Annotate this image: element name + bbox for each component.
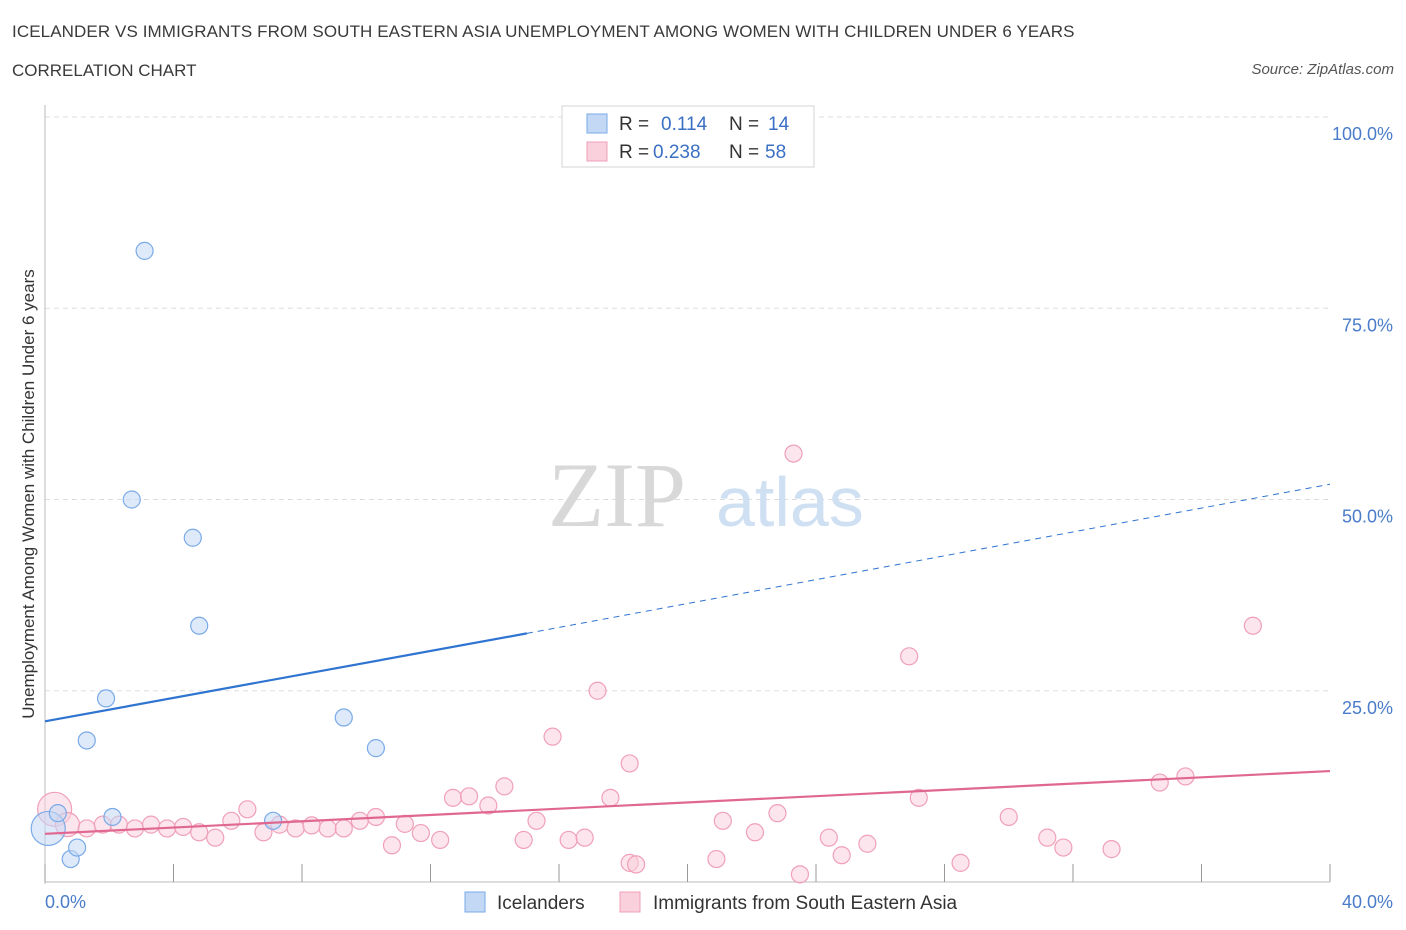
immigrant-point [543, 727, 562, 746]
watermark-atlas: atlas [716, 463, 864, 541]
trend-layer [44, 483, 1331, 835]
icelander-point [96, 689, 116, 708]
immigrant-point [819, 828, 838, 847]
watermark: ZIP atlas [548, 444, 864, 546]
immigrant-point [238, 800, 257, 819]
immigrant-point [900, 647, 919, 666]
legend-n-value-1: 14 [768, 114, 790, 135]
y-tick-label: 25.0% [1342, 698, 1393, 718]
immigrant-point [514, 830, 533, 850]
icelander-point [190, 616, 209, 635]
immigrant-point [190, 823, 209, 842]
immigrant-point [768, 804, 787, 823]
series-legend-immigrants: Immigrants from South Eastern Asia [653, 893, 958, 914]
icelander-trend-extension [526, 483, 1331, 634]
immigrant-point [1038, 828, 1057, 847]
immigrant-point [601, 788, 620, 807]
grid-layer [45, 116, 1330, 692]
y-tick-label: 50.0% [1342, 507, 1393, 527]
immigrant-point [707, 849, 726, 869]
icelander-trend-line [44, 632, 528, 723]
immigrant-point [575, 828, 594, 847]
immigrant-point [318, 819, 337, 838]
immigrant-point [527, 811, 546, 830]
icelander-point [334, 708, 353, 727]
immigrant-point [334, 819, 353, 838]
immigrant-point [1176, 767, 1195, 786]
immigrant-point [620, 754, 639, 773]
immigrant-point [395, 814, 414, 833]
series-legend: Icelanders Immigrants from South Eastern… [464, 891, 958, 914]
icelander-point [77, 731, 96, 750]
legend-r-value-1: 0.114 [661, 114, 708, 135]
immigrant-point [999, 807, 1018, 827]
immigrant-point [479, 796, 498, 815]
immigrant-point [350, 811, 369, 830]
immigrant-trend-line [44, 769, 1331, 835]
icelander-point [48, 804, 67, 823]
immigrant-point [459, 787, 479, 806]
series-legend-icelanders: Icelanders [497, 893, 585, 914]
immigrant-point [832, 846, 851, 865]
immigrant-point [411, 823, 430, 843]
immigrant-point [858, 834, 877, 853]
immigrant-point [141, 815, 161, 834]
immigrant-point [77, 819, 96, 838]
points-layer [30, 241, 1263, 884]
icelander-point [68, 838, 87, 857]
immigrant-point [382, 836, 402, 855]
legend-n-label-1: N = [729, 114, 759, 135]
legend-r-label-1: R = [619, 114, 649, 135]
immigrant-point [495, 777, 514, 796]
immigrant-point [222, 811, 241, 830]
immigrant-point [951, 853, 970, 872]
x-tick-label-min: 0.0% [45, 892, 86, 912]
immigrant-point [431, 830, 450, 850]
legend-r-value-2: 0.238 [653, 142, 701, 163]
y-tick-label: 100.0% [1332, 124, 1393, 144]
source-credit: Source: ZipAtlas.com [1251, 61, 1394, 78]
immigrant-point [626, 855, 646, 874]
legend-n-value-2: 58 [765, 142, 786, 163]
immigrant-point [745, 823, 765, 842]
chart-title: ICELANDER VS IMMIGRANTS FROM SOUTH EASTE… [12, 22, 1075, 41]
immigrant-point [1150, 773, 1169, 792]
icelander-point [135, 241, 154, 260]
immigrant-point [1102, 840, 1121, 859]
y-tick-label: 75.0% [1342, 315, 1393, 335]
icelander-point [366, 739, 385, 758]
immigrant-point [713, 811, 732, 830]
immigrant-point [1054, 838, 1073, 857]
icelander-point [183, 528, 202, 547]
immigrant-point [588, 681, 607, 700]
series-legend-swatch-icelanders [464, 891, 486, 913]
immigrant-point [790, 865, 810, 884]
immigrant-point [784, 444, 803, 463]
immigrant-point [206, 828, 225, 847]
immigrant-point [1243, 616, 1263, 635]
axis-layer: 100.0% 75.0% 50.0% 25.0% 0.0% 40.0% [44, 105, 1393, 912]
watermark-zip: ZIP [548, 444, 686, 546]
immigrant-point [443, 788, 463, 807]
x-tick-label-max: 40.0% [1342, 892, 1393, 912]
immigrant-point [559, 830, 578, 850]
legend-n-label-2: N = [729, 142, 759, 163]
correlation-legend: R = 0.114 N = 14 R = 0.238 N = 58 [561, 105, 815, 168]
legend-r-label-2: R = [619, 142, 649, 163]
legend-swatch-pink [586, 141, 608, 162]
icelander-point [122, 490, 141, 509]
chart-subtitle: CORRELATION CHART [12, 61, 197, 80]
y-axis-title: Unemployment Among Women with Children U… [19, 269, 38, 718]
series-legend-swatch-immigrants [619, 891, 641, 913]
legend-swatch-blue [586, 113, 608, 134]
icelander-point [103, 807, 122, 827]
immigrant-point [909, 788, 928, 807]
icelander-point [263, 811, 283, 830]
